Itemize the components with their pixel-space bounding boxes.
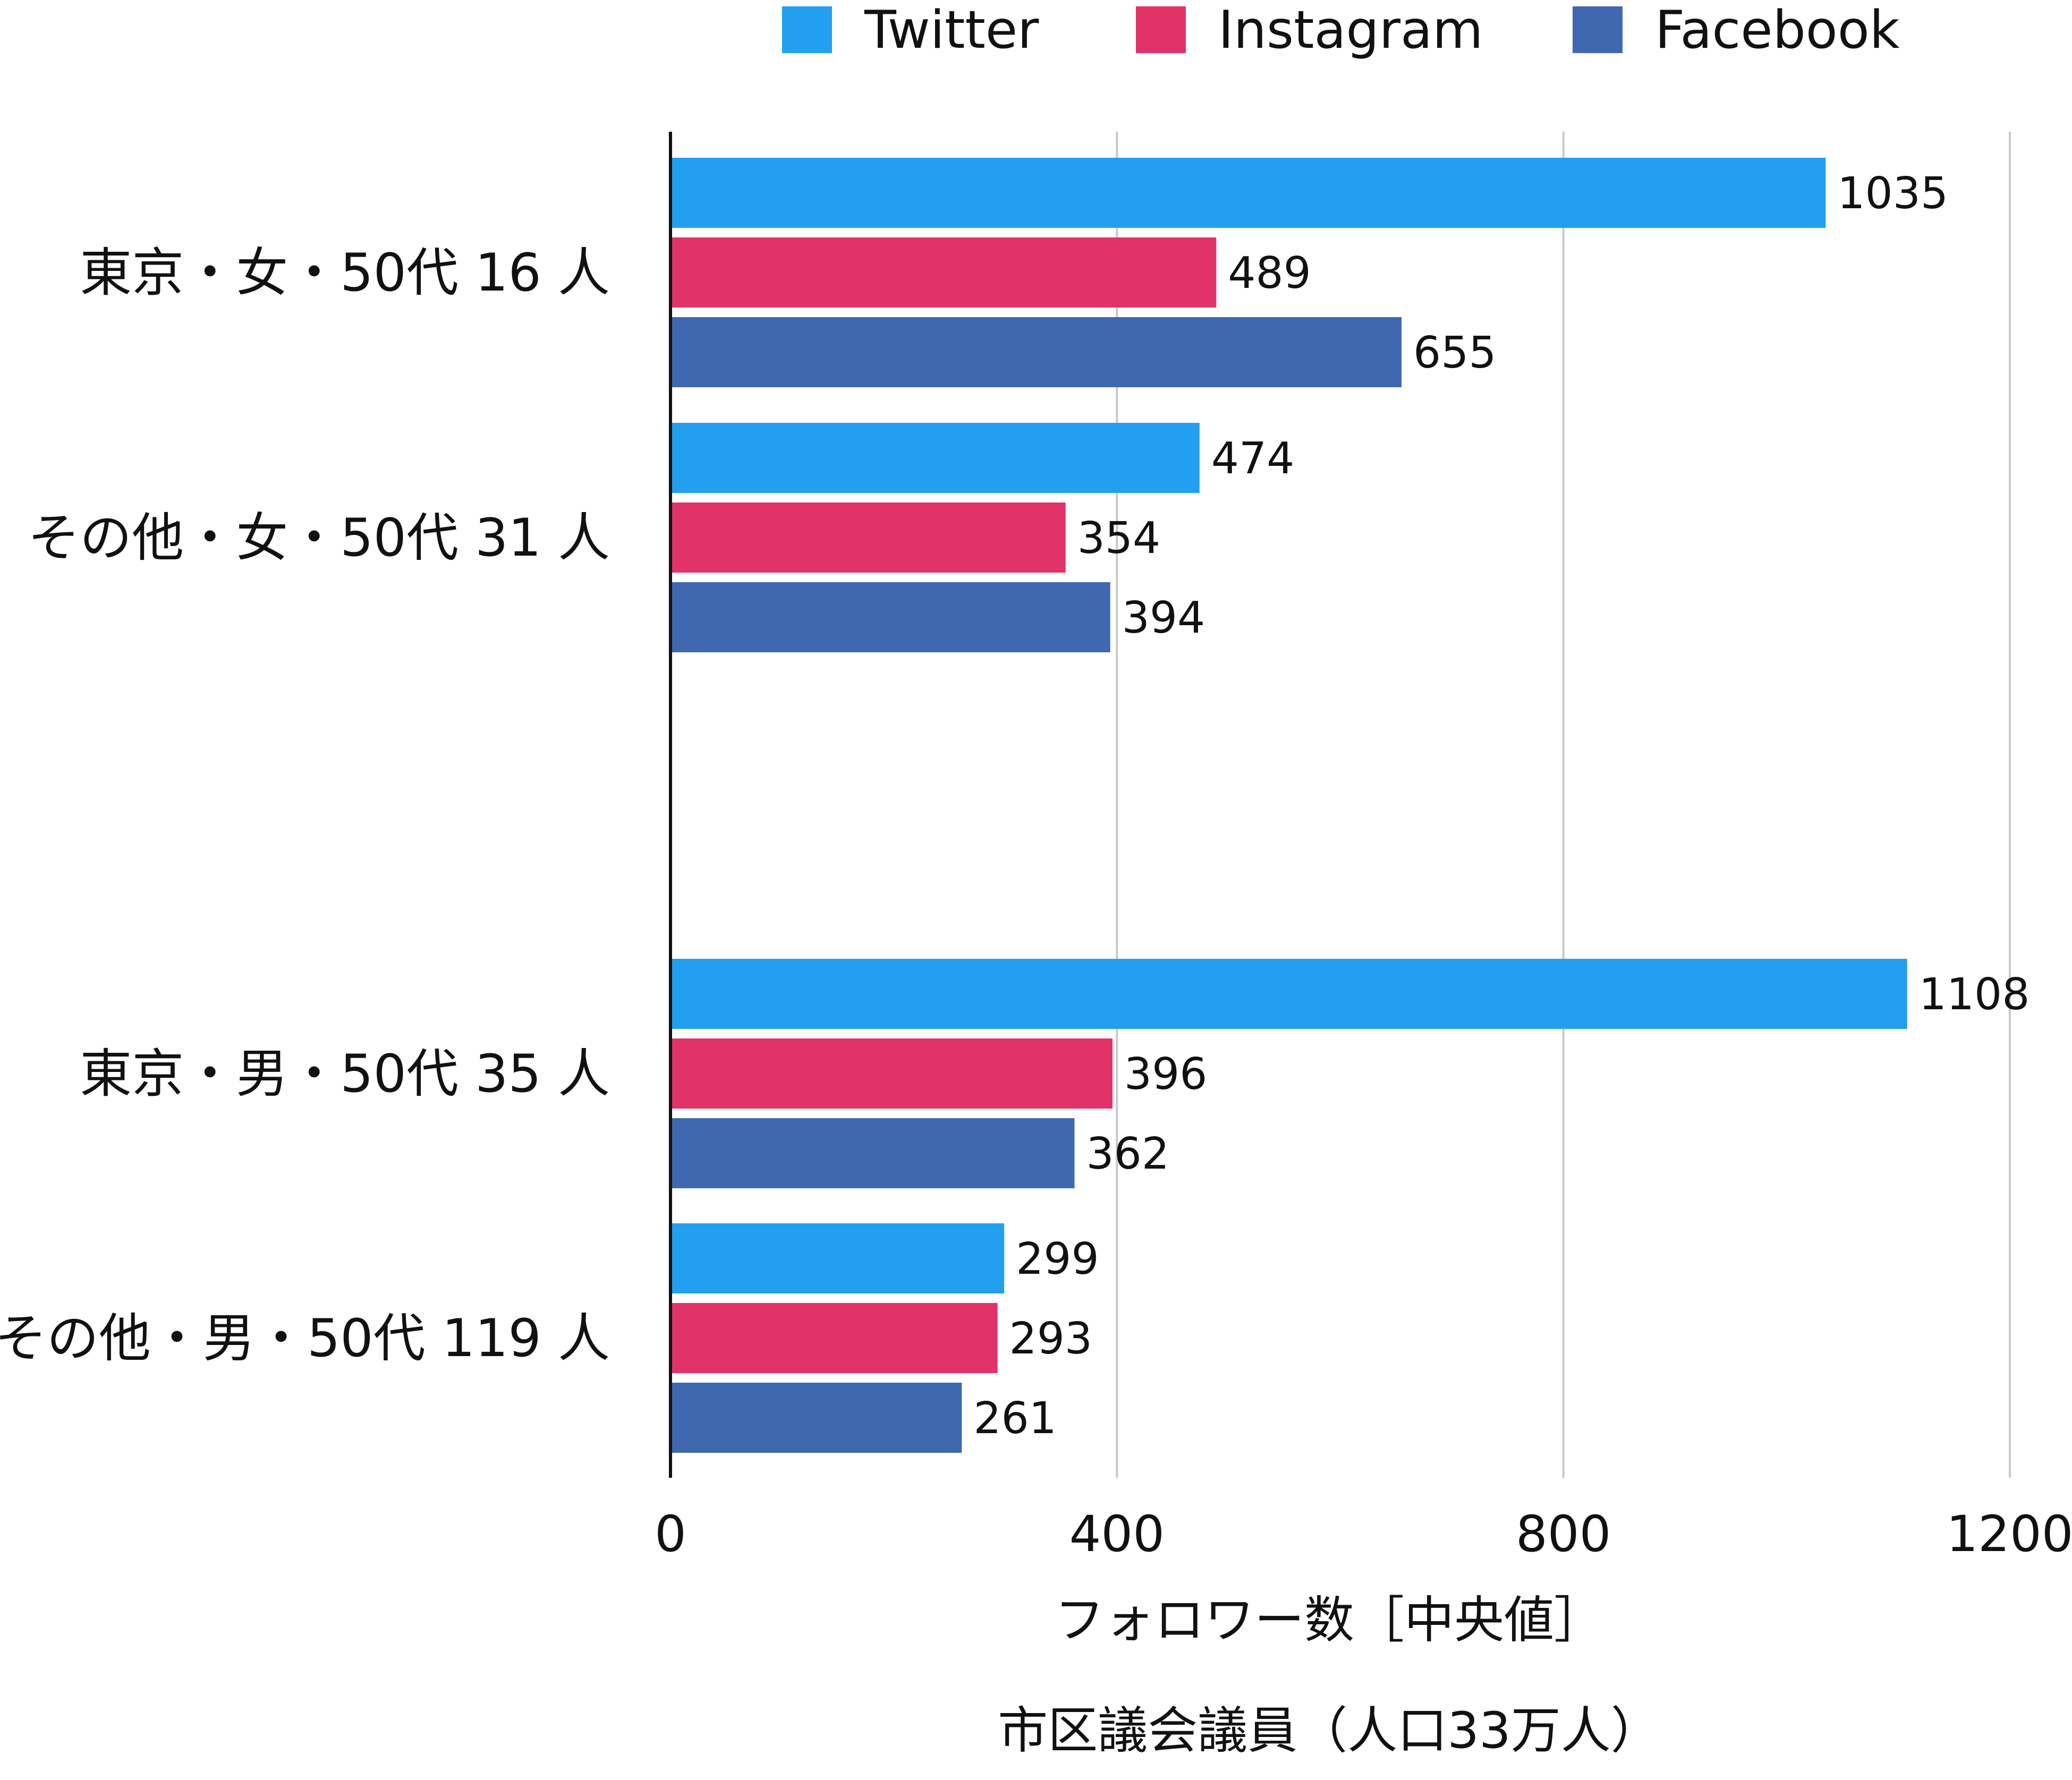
- legend-item-facebook: Facebook: [1573, 0, 1900, 61]
- bar-twitter: [670, 423, 1200, 493]
- legend-swatch: [1136, 6, 1186, 53]
- x-tick-label: 1200: [1946, 1505, 2072, 1563]
- bar-twitter: [670, 158, 1826, 228]
- value-label: 474: [1211, 433, 1295, 484]
- bars: [670, 158, 1907, 1453]
- x-axis-label: フォロワー数［中央値］: [1055, 1591, 1604, 1649]
- bar-instagram: [670, 1038, 1113, 1109]
- x-tick-label: 400: [1069, 1505, 1165, 1563]
- value-labels: 1035 489 655 474 354 394 1108 396 362 299 293 261: [973, 168, 2029, 1444]
- x-tick-label: 0: [655, 1505, 686, 1563]
- category-label: 東京・男・50代 35 人: [80, 1044, 610, 1104]
- value-label: 362: [1086, 1129, 1170, 1179]
- legend-item-instagram: Instagram: [1136, 0, 1483, 61]
- bar-facebook: [670, 317, 1402, 387]
- category-label: その他・女・50代 31 人: [28, 508, 610, 568]
- bar-instagram: [670, 1303, 998, 1373]
- value-label: 1108: [1919, 969, 2030, 1020]
- bar-twitter: [670, 1223, 1005, 1293]
- value-label: 396: [1124, 1049, 1208, 1100]
- bar-facebook: [670, 1383, 962, 1453]
- bar-facebook: [670, 582, 1110, 652]
- x-tick-labels: 0 400 800 1200: [655, 1505, 2072, 1563]
- bar-instagram: [670, 503, 1066, 573]
- legend-swatch: [782, 6, 832, 53]
- legend-item-twitter: Twitter: [782, 0, 1039, 61]
- value-label: 655: [1413, 328, 1497, 378]
- bar-twitter: [670, 959, 1907, 1029]
- category-label: 東京・女・50代 16 人: [80, 243, 610, 303]
- legend-label: Twitter: [864, 0, 1039, 61]
- value-label: 1035: [1837, 168, 1948, 219]
- value-label: 299: [1016, 1234, 1099, 1284]
- x-tick-label: 800: [1516, 1505, 1611, 1563]
- value-label: 354: [1077, 513, 1161, 564]
- legend-swatch: [1573, 6, 1623, 53]
- chart-subtitle: 市区議会議員（人口33万人）: [998, 1702, 1661, 1760]
- legend-label: Instagram: [1218, 0, 1483, 61]
- value-label: 489: [1228, 248, 1311, 299]
- legend: Twitter Instagram Facebook: [782, 0, 1900, 61]
- legend-label: Facebook: [1655, 0, 1900, 61]
- value-label: 293: [1009, 1314, 1093, 1364]
- category-label: その他・男・50代 119 人: [0, 1308, 610, 1369]
- bar-instagram: [670, 237, 1217, 308]
- bar-facebook: [670, 1118, 1075, 1188]
- value-label: 394: [1122, 593, 1205, 643]
- value-label: 261: [973, 1393, 1057, 1444]
